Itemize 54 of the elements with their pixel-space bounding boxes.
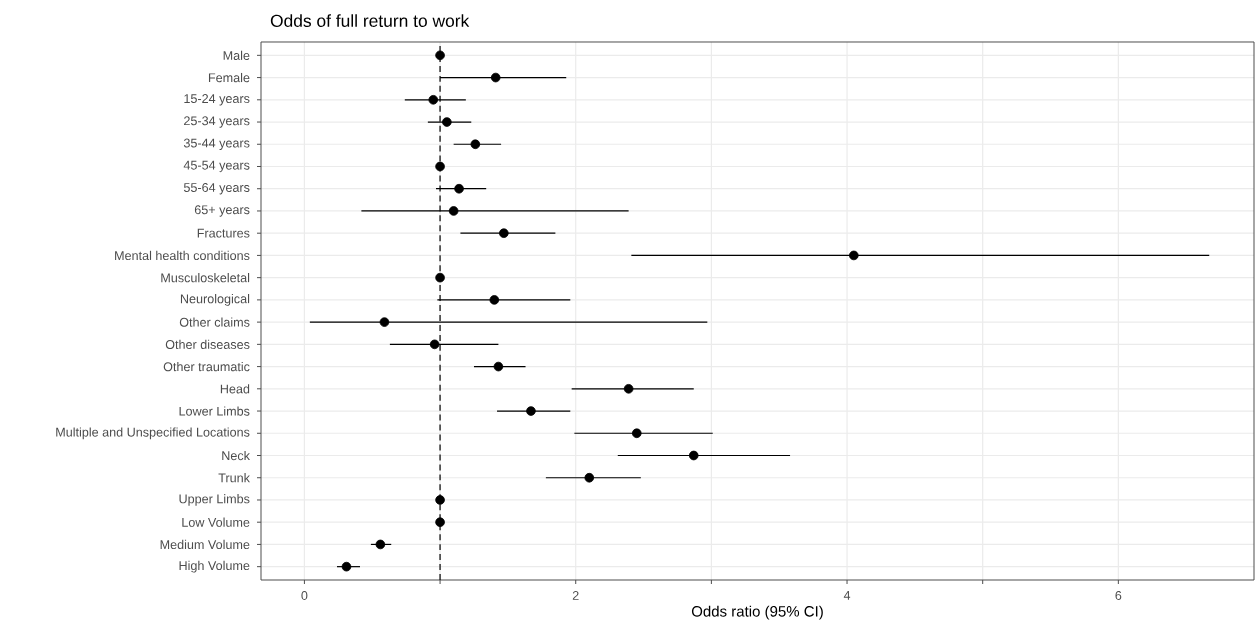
point — [379, 317, 390, 327]
y-tick-label: Head — [220, 384, 250, 394]
point — [341, 561, 352, 572]
point — [489, 295, 500, 305]
point — [435, 50, 445, 61]
point — [375, 539, 386, 550]
point — [442, 117, 452, 127]
y-tick-label: Lower Limbs — [179, 406, 250, 416]
point — [490, 72, 501, 83]
point — [499, 228, 509, 238]
y-tick-label: Other traumatic — [163, 361, 250, 372]
point — [631, 428, 642, 439]
y-tick-label: Medium Volume — [160, 539, 250, 550]
y-tick-label: Neurological — [180, 294, 250, 306]
x-axis-title: Odds ratio (95% CI) — [691, 605, 823, 620]
y-tick-label: Other diseases — [165, 339, 250, 349]
y-tick-label: Fractures — [197, 228, 250, 238]
y-tick-label: Female — [208, 72, 250, 83]
x-tick-label: 6 — [1115, 591, 1122, 600]
point — [435, 272, 445, 283]
y-tick-label: 65+ years — [194, 205, 250, 217]
x-tick-label: 2 — [572, 591, 579, 600]
y-tick-label: Musculoskeletal — [161, 273, 250, 283]
chart-title: Odds of full return to work — [270, 14, 470, 27]
y-tick-label: Low Volume — [182, 517, 250, 527]
y-tick-label: High Volume — [179, 560, 250, 573]
y-tick-label: Mental health conditions — [115, 250, 250, 261]
point — [688, 450, 699, 461]
x-tick-label: 0 — [301, 591, 308, 600]
point — [849, 250, 859, 261]
y-tick-label: 55-64 years — [183, 183, 250, 195]
y-tick-label: 35-44 years — [183, 138, 250, 150]
y-tick-label: 25-34 years — [184, 116, 250, 128]
point — [470, 139, 481, 150]
point — [448, 206, 459, 216]
y-tick-label: Upper Limbs — [179, 494, 250, 506]
point — [584, 472, 595, 483]
y-tick-label: Trunk — [218, 473, 250, 483]
point — [435, 161, 445, 172]
y-tick-label: Male — [223, 50, 250, 60]
y-tick-label: Multiple and Unspecified Locations — [56, 427, 250, 440]
point — [623, 384, 634, 394]
point — [454, 183, 464, 194]
point — [429, 339, 440, 350]
point — [435, 517, 445, 527]
x-tick-label: 4 — [843, 591, 851, 600]
point — [428, 95, 439, 105]
y-tick-label: 15-24 years — [184, 94, 250, 106]
point — [435, 495, 445, 505]
y-tick-label: Other claims — [179, 317, 250, 327]
point — [526, 406, 536, 416]
y-tick-label: Neck — [222, 450, 250, 461]
point — [493, 361, 504, 372]
y-tick-label: 45-54 years — [183, 160, 250, 173]
